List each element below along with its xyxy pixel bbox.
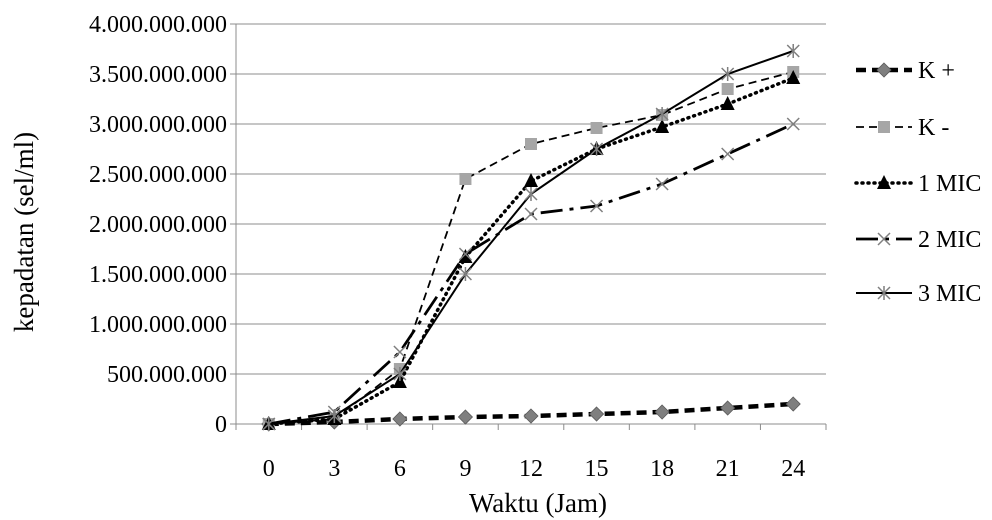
data-point [655,107,669,121]
x-tick-label: 18 [650,456,674,482]
x-tick-label: 9 [459,456,471,482]
data-point [327,409,341,423]
data-point [393,345,407,359]
legend-label: 2 MIC [918,227,981,253]
series-4 [262,117,800,431]
y-tick-label: 1.500.000.000 [89,262,227,288]
legend-item: 2 MIC [856,227,981,253]
y-tick-label: 2.000.000.000 [89,212,227,238]
legend: K + K - 1 MIC 2 MIC 3 MIC [854,58,981,307]
data-point [524,207,538,221]
data-point [721,83,734,95]
data-point [655,119,670,133]
legend-marker [877,175,891,189]
legend-marker [878,121,890,133]
legend-item: 1 MIC [854,171,981,197]
x-tick-label: 21 [716,456,740,482]
series-line [268,71,794,425]
series-line [268,50,794,425]
x-axis-title: Waktu (Jam) [469,488,607,518]
data-point [590,199,604,213]
series-5 [262,44,800,431]
y-tick-label: 1.000.000.000 [89,312,227,338]
y-tick-label: 3.000.000.000 [89,112,227,138]
data-point [786,70,801,84]
data-point [393,367,407,381]
series-1 [261,396,801,432]
y-tick-label: 0 [215,412,227,438]
legend-label: 3 MIC [918,281,981,307]
legend-item: K - [856,115,949,141]
data-point [524,173,538,187]
data-point [457,409,474,425]
data-point [590,142,604,156]
legend-item: 3 MIC [856,281,981,307]
legend-marker [876,62,892,78]
x-tick-label: 3 [328,456,340,482]
x-tick-label: 12 [519,456,543,482]
data-point [458,247,472,261]
y-tick-label: 3.500.000.000 [89,62,227,88]
legend-label: K - [918,115,949,141]
y-axis-title: kepadatan (sel/ml) [9,132,39,332]
y-tick-label: 2.500.000.000 [89,162,227,188]
legend-marker [877,232,891,246]
legend-marker [877,286,891,300]
data-point [392,411,408,427]
x-tick-label: 6 [394,456,406,482]
x-tick-label: 24 [781,456,805,482]
data-point [655,177,669,191]
data-point [590,122,603,134]
data-point [525,138,537,150]
data-point [458,267,472,281]
legend-label: K + [918,58,955,84]
legend-item: K + [856,58,955,84]
data-point [785,396,801,412]
data-point [786,44,800,58]
data-point [654,404,670,420]
data-point [523,408,539,424]
series-line [267,76,795,426]
data-point [588,406,605,422]
y-tick-label: 4.000.000.000 [89,12,227,38]
legend-label: 1 MIC [918,171,981,197]
x-tick-label: 0 [263,456,275,482]
data-point [720,96,735,110]
data-point [786,117,800,131]
data-point [524,187,538,201]
data-point [721,147,735,161]
axes: 0 500.000.000 1.000.000.000 1.500.000.000 2.… [89,12,827,482]
data-point [721,67,735,81]
x-tick-label: 15 [585,456,609,482]
y-tick-label: 500.000.000 [107,362,227,388]
data-point [262,417,276,431]
data-point [720,400,736,416]
data-point [459,173,472,185]
series-2 [262,66,800,430]
series-group [261,44,801,432]
